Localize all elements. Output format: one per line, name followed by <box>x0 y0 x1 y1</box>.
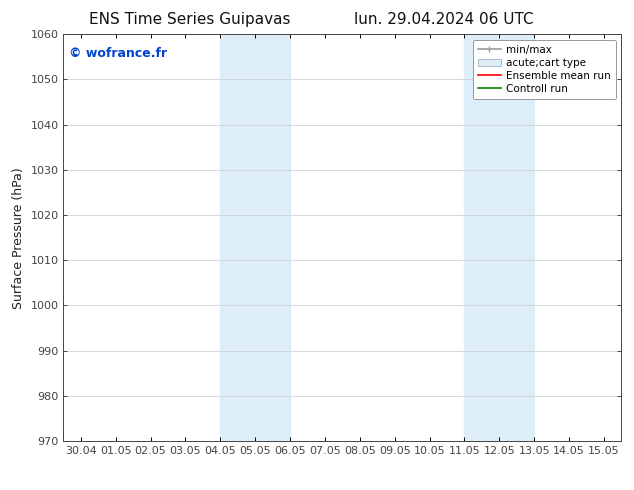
Text: ENS Time Series Guipavas: ENS Time Series Guipavas <box>89 12 291 27</box>
Bar <box>221 34 290 441</box>
Y-axis label: Surface Pressure (hPa): Surface Pressure (hPa) <box>12 167 25 309</box>
Bar <box>464 34 534 441</box>
Text: lun. 29.04.2024 06 UTC: lun. 29.04.2024 06 UTC <box>354 12 534 27</box>
Legend: min/max, acute;cart type, Ensemble mean run, Controll run: min/max, acute;cart type, Ensemble mean … <box>473 40 616 99</box>
Text: © wofrance.fr: © wofrance.fr <box>69 47 167 59</box>
